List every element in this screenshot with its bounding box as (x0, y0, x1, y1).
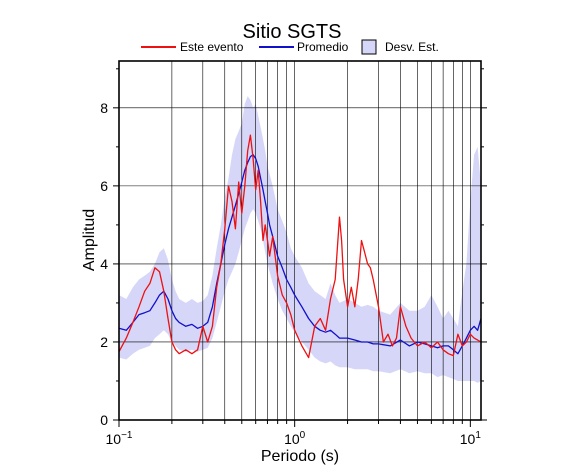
y-tick-label: 4 (100, 256, 108, 272)
series-line-este-evento (118, 134, 482, 359)
y-tick-label: 8 (100, 100, 108, 116)
plot-frame (118, 60, 482, 421)
std-dev-band (119, 96, 481, 383)
chart-title: Sitio SGTS (243, 21, 342, 43)
y-axis-label: Amplitud (81, 209, 98, 271)
x-tick-label: 100 (284, 430, 306, 447)
y-tick-label: 2 (100, 334, 108, 350)
y-tick-label: 0 (100, 412, 108, 428)
x-tick-label: 101 (460, 430, 482, 447)
legend-label-promedio: Promedio (297, 40, 349, 54)
x-axis-label: Periodo (s) (261, 448, 339, 465)
legend-label-este-evento: Este evento (180, 40, 244, 54)
x-tick-label: 10−1 (106, 430, 133, 447)
y-tick-label: 6 (100, 178, 108, 194)
legend-label-desv-est: Desv. Est. (385, 40, 439, 54)
legend: Este evento Promedio Desv. Est. (141, 39, 439, 55)
legend-swatch-desv-est (361, 39, 377, 55)
